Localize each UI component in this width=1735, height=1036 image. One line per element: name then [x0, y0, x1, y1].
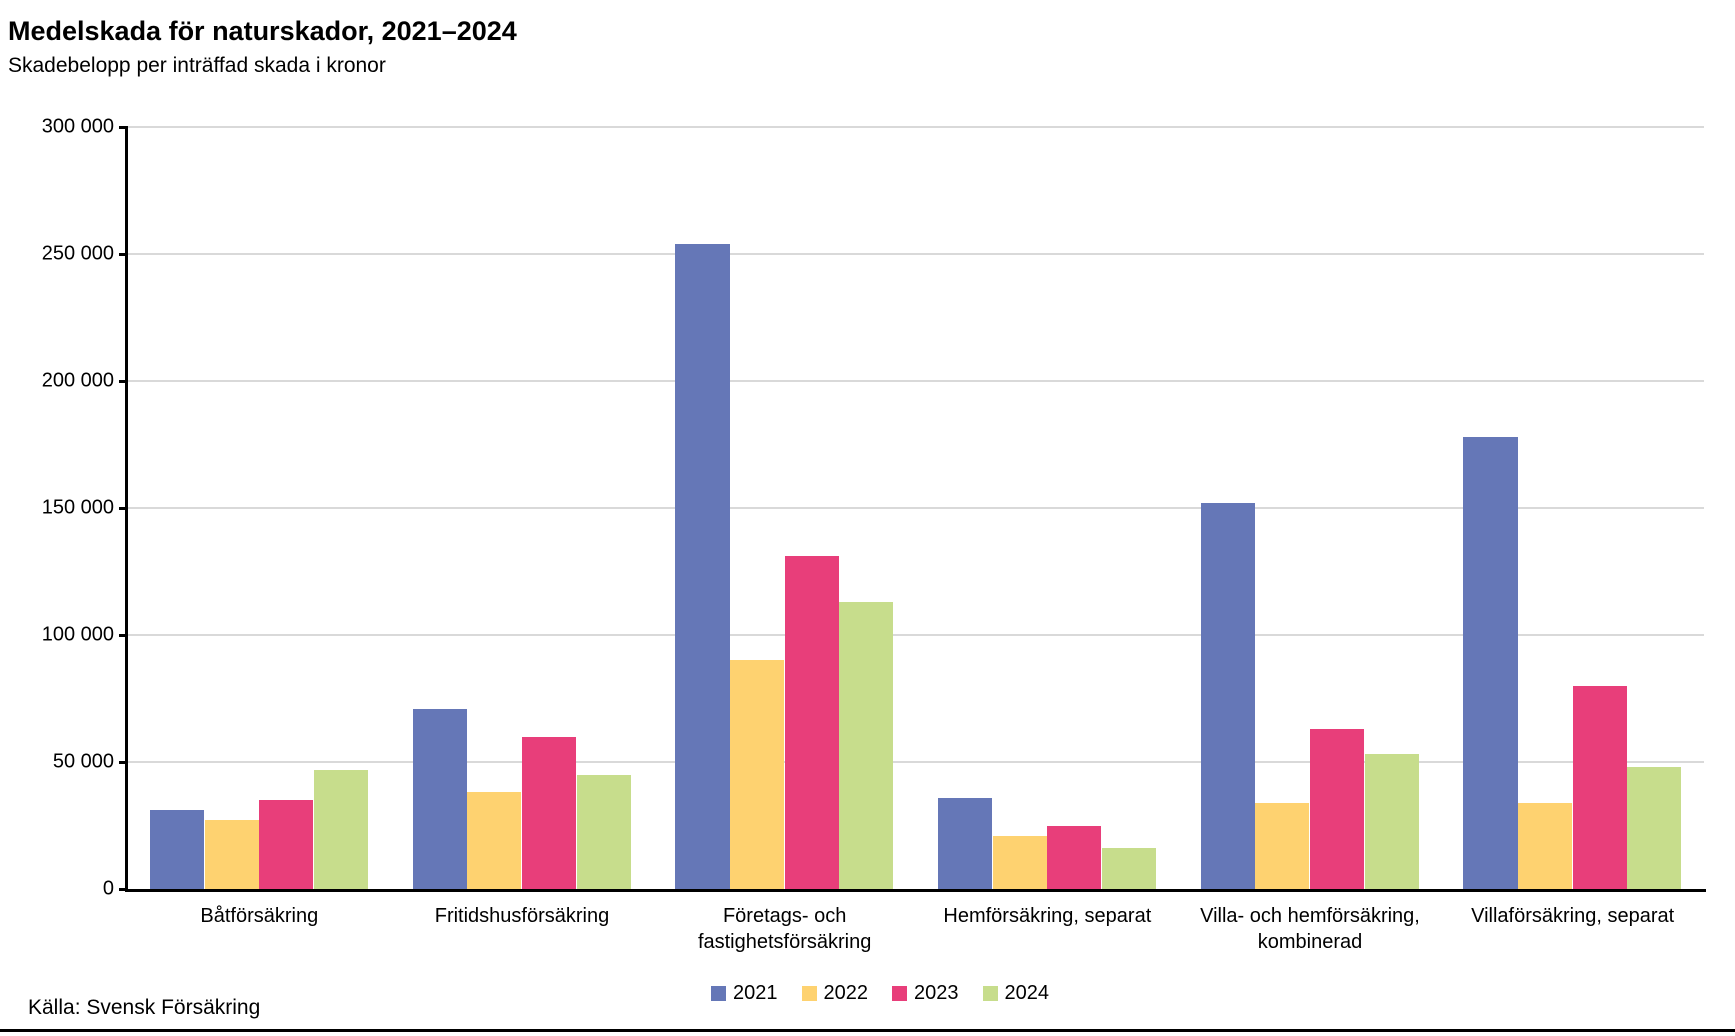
y-axis-tick	[119, 380, 128, 383]
legend-label-2023: 2023	[914, 982, 959, 1004]
legend-swatch-2022-icon	[801, 986, 817, 1001]
bar-2023-category-5	[1572, 685, 1627, 889]
bar-2021-category-5	[1463, 436, 1518, 889]
legend: 2021 2022 2023 2024	[711, 982, 1049, 1005]
bar-2024-category-4	[1364, 754, 1419, 889]
bar-2023-category-4	[1310, 728, 1365, 889]
bar-2021-category-4	[1200, 502, 1255, 889]
y-axis-line	[125, 127, 128, 892]
y-tick-label: 100 000	[41, 623, 114, 646]
category-label: Företags- och fastighetsförsäkring	[697, 905, 872, 953]
y-axis-tick	[119, 507, 128, 510]
bar-2022-category-3	[992, 835, 1047, 889]
gridline	[128, 634, 1704, 636]
category-label: Fritidshusförsäkring	[434, 905, 610, 927]
gridline	[128, 761, 1704, 763]
y-tick-label: 0	[102, 877, 114, 900]
page-subtitle: Skadebelopp per inträffad skada i kronor	[8, 54, 386, 77]
source-text: Källa: Svensk Försäkring	[28, 996, 261, 1019]
bar-2023-category-2	[784, 556, 839, 889]
category-label: Villaförsäkring, separat	[1471, 905, 1675, 927]
y-tick-label: 200 000	[41, 369, 114, 392]
bar-2024-category-1	[576, 774, 631, 889]
legend-item-2022: 2022	[801, 982, 869, 1005]
bar-2024-category-3	[1101, 848, 1157, 889]
bar-2024-category-5	[1627, 767, 1682, 889]
bar-2022-category-5	[1518, 802, 1573, 889]
bar-2022-category-2	[730, 660, 785, 889]
legend-label-2021: 2021	[733, 982, 778, 1004]
bar-2021-category-2	[675, 243, 730, 889]
y-tick-label: 250 000	[41, 242, 114, 265]
y-axis-tick	[119, 888, 128, 891]
bar-2022-category-4	[1255, 802, 1310, 889]
legend-swatch-2023-icon	[892, 986, 907, 1001]
bar-2024-category-0	[313, 769, 369, 889]
legend-label-2024: 2024	[1004, 982, 1050, 1004]
y-tick-label: 50 000	[52, 750, 114, 773]
legend-item-2024: 2024	[982, 982, 1050, 1005]
bar-2023-category-1	[522, 736, 577, 889]
bar-2021-category-1	[412, 708, 467, 889]
chart-plot-area	[128, 126, 1704, 889]
legend-item-2023: 2023	[892, 982, 959, 1005]
y-axis-tick	[119, 761, 128, 764]
gridline	[128, 507, 1704, 509]
bar-2022-category-0	[204, 820, 259, 889]
bar-2021-category-3	[938, 797, 993, 889]
gridline	[128, 253, 1704, 255]
y-axis-tick	[119, 126, 128, 129]
bar-2024-category-2	[839, 601, 894, 889]
bar-2023-category-3	[1047, 825, 1102, 889]
legend-item-2021: 2021	[711, 982, 778, 1005]
legend-label-2022: 2022	[823, 982, 869, 1004]
category-label: Hemförsäkring, separat	[943, 905, 1152, 927]
bar-2023-category-0	[259, 800, 314, 889]
category-label: Båtförsäkring	[200, 905, 319, 927]
bottom-divider	[0, 1029, 1735, 1032]
gridline	[128, 126, 1704, 128]
legend-swatch-2024-icon	[982, 986, 998, 1001]
page-title: Medelskada för naturskador, 2021–2024	[8, 16, 517, 46]
y-tick-label: 150 000	[41, 496, 114, 519]
y-axis-tick	[119, 634, 128, 637]
category-label: Villa- och hemförsäkring, kombinerad	[1200, 905, 1420, 953]
bar-2021-category-0	[150, 810, 205, 889]
x-axis-line	[125, 889, 1706, 892]
gridline	[128, 380, 1704, 382]
y-tick-label: 300 000	[41, 115, 114, 138]
bar-2022-category-1	[467, 792, 522, 889]
y-axis-tick	[119, 253, 128, 256]
legend-swatch-2021-icon	[711, 986, 726, 1001]
